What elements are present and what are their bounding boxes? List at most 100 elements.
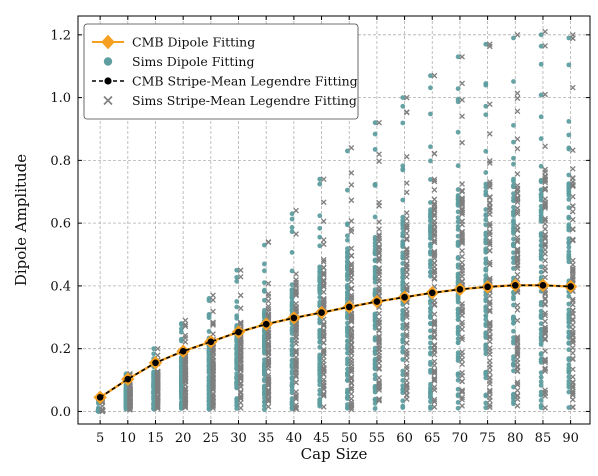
sims-dipole-point	[400, 261, 406, 266]
sims-legendre-point	[514, 187, 521, 193]
axes: 5 10 15 20 25 30 35 40 45 50 55 60 65 70 75 80 85 90 0.0 0.…	[50, 16, 590, 446]
sims-dipole-point	[317, 243, 323, 249]
sims-dipole-point	[317, 391, 323, 397]
sims-legendre-point	[542, 267, 549, 274]
sims-legendre-point	[459, 187, 465, 194]
sims-legendre-point	[376, 265, 382, 272]
sims-dipole-point	[483, 405, 489, 411]
sims-legendre-point	[403, 384, 410, 391]
sims-dipole-point	[538, 92, 544, 98]
sims-dipole-point	[483, 323, 489, 329]
sims-legendre-point	[486, 338, 493, 345]
sims-legendre-point	[293, 231, 299, 237]
sims-legendre-point	[542, 205, 549, 211]
sims-legendre-point	[403, 325, 410, 332]
sims-dipole-point	[511, 335, 516, 340]
sims-dipole-point	[289, 405, 295, 410]
sims-legendre-point	[265, 382, 272, 389]
sims-dipole-point	[372, 287, 378, 293]
sims-legendre-point	[348, 399, 355, 406]
sims-dipole-point	[317, 382, 323, 388]
sims-legendre-point	[514, 392, 521, 399]
sims-dipole-point	[400, 214, 406, 220]
sims-dipole-point	[261, 387, 267, 393]
sims-legendre-point	[265, 239, 272, 245]
sims-dipole-point	[483, 246, 489, 252]
sims-dipole-point	[511, 191, 516, 196]
sims-dipole-point	[455, 224, 461, 229]
sims-legendre-point	[431, 321, 438, 327]
sims-legendre-point	[459, 196, 465, 203]
sims-legendre-point	[486, 320, 493, 327]
sims-legendre-point	[265, 398, 272, 405]
sims-dipole-point	[455, 86, 461, 92]
sims-dipole-point	[428, 85, 433, 91]
sims-dipole-point	[511, 139, 516, 145]
sims-dipole-point	[372, 291, 378, 297]
sims-legendre-point	[569, 390, 576, 397]
sims-legendre-point	[376, 366, 382, 372]
sims-legendre-point	[431, 329, 438, 336]
sims-legendre-point	[486, 183, 493, 190]
sims-dipole-point	[400, 317, 406, 322]
sims-legendre-point	[265, 348, 272, 354]
sims-legendre-point	[542, 324, 549, 331]
sims-legendre-point	[293, 392, 299, 398]
sims-legendre-point	[569, 31, 576, 38]
sims-legendre-point	[459, 80, 465, 87]
sims-dipole-point	[538, 374, 544, 380]
sims-dipole-point	[511, 290, 516, 296]
sims-legendre-point	[403, 339, 410, 346]
sims-legendre-point	[514, 271, 521, 278]
sims-legendre-point	[320, 346, 327, 353]
sims-dipole-point	[566, 224, 572, 230]
sims-dipole-point	[345, 345, 350, 351]
sims-legendre-point	[348, 384, 355, 391]
sims-legendre-point	[459, 53, 465, 60]
sims-dipole-point	[428, 214, 433, 220]
sims-legendre-point	[569, 257, 576, 264]
sims-dipole-point	[428, 328, 433, 334]
y-tick-label: 0.2	[50, 342, 71, 357]
sims-dipole-point	[511, 184, 516, 190]
sims-dipole-point	[538, 389, 544, 395]
sims-legendre-point	[569, 208, 576, 215]
sims-legendre-point	[320, 237, 327, 243]
sims-legendre-point	[237, 365, 244, 372]
sims-legendre-point	[403, 225, 410, 232]
sims-legendre-point	[182, 317, 189, 324]
legend-marker-sims-legendre	[103, 95, 113, 106]
sims-dipole-point	[511, 266, 516, 271]
sims-dipole-point	[178, 336, 184, 342]
sims-dipole-point	[289, 225, 295, 230]
sims-legendre-point	[486, 200, 493, 207]
sims-dipole-point	[400, 405, 406, 411]
sims-legendre-point	[320, 321, 327, 327]
sims-legendre-point	[569, 216, 576, 223]
sims-dipole-point	[428, 235, 433, 241]
sims-legendre-point	[542, 215, 549, 222]
x-tick-label: 65	[424, 431, 441, 446]
sims-legendre-point	[431, 270, 438, 277]
sims-dipole-point	[289, 375, 295, 381]
sims-legendre-point	[182, 394, 189, 401]
sims-legendre-point	[431, 221, 438, 227]
sims-legendre-point	[320, 289, 327, 295]
sims-legendre-point	[348, 358, 355, 364]
sims-dipole-point	[538, 43, 544, 49]
sims-dipole-point	[566, 215, 572, 221]
sims-legendre-point	[403, 382, 410, 389]
sims-dipole-point	[538, 269, 544, 275]
sims-legendre-point	[459, 139, 465, 146]
sims-legendre-point	[348, 406, 355, 413]
sims-legendre-point	[237, 292, 244, 299]
sims-dipole-point	[372, 362, 378, 367]
sims-legendre-point	[376, 199, 382, 206]
sims-legendre-point	[431, 178, 438, 185]
sims-legendre-point	[486, 348, 493, 354]
sims-dipole-point	[400, 271, 406, 277]
sims-legendre-point	[265, 329, 272, 336]
sims-legendre-point	[403, 311, 410, 318]
sims-legendre-point	[514, 356, 521, 363]
